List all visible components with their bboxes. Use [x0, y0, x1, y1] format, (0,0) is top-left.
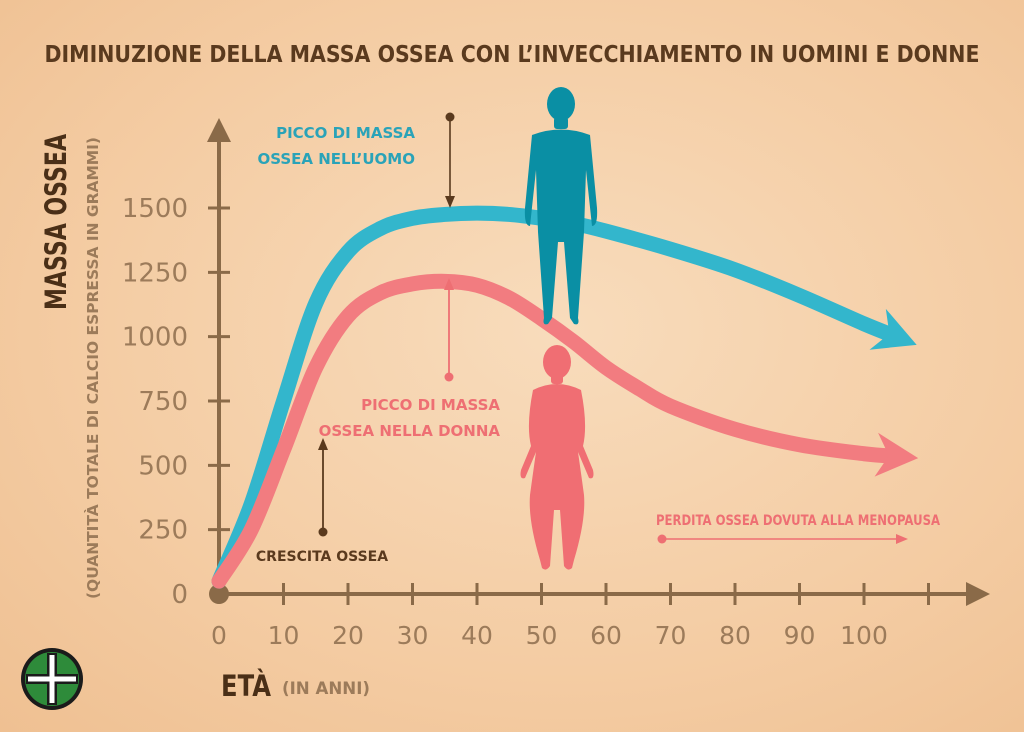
series-layer [211, 205, 919, 589]
chart-title: DIMINUZIONE DELLA MASSA OSSEA CON L’INVE… [45, 42, 980, 68]
x-tick-label-0: 0 [211, 621, 227, 650]
male-peak-label-line1: PICCO DI MASSA [276, 124, 415, 142]
x-axis-arrowhead [966, 582, 990, 606]
x-axis-label: ETÀ [221, 669, 271, 703]
y-tick-label-1250: 1250 [122, 258, 188, 288]
x-tick-label-100: 100 [840, 621, 888, 650]
x-tick-label-40: 40 [461, 621, 493, 650]
male-peak-label-line2: OSSEA NELL’UOMO [257, 150, 415, 168]
series-line-0 [211, 205, 904, 589]
female-silhouette [520, 345, 594, 570]
female-peak-arrow [444, 278, 454, 382]
series-line-1 [211, 273, 904, 589]
x-tick-label-70: 70 [655, 621, 687, 650]
y-axis-label: MASSA OSSEA [39, 134, 73, 310]
y-tick-label-0: 0 [171, 580, 188, 610]
logo-icon [21, 648, 83, 710]
male-silhouette [524, 87, 598, 325]
y-tick-label-750: 750 [138, 387, 188, 417]
x-tick-label-90: 90 [784, 621, 816, 650]
y-axis-arrowhead [207, 118, 231, 142]
origin-dot [209, 584, 229, 604]
x-tick-label-50: 50 [526, 621, 558, 650]
x-tick-label-30: 30 [397, 621, 429, 650]
y-tick-label-250: 250 [138, 516, 188, 546]
menopause-label: PERDITA OSSEA DOVUTA ALLA MENOPAUSA [656, 513, 940, 529]
x-tick-label-10: 10 [268, 621, 300, 650]
series-arrowhead-1 [874, 432, 919, 477]
menopause-arrow [657, 534, 908, 544]
x-tick-label-80: 80 [719, 621, 751, 650]
x-tick-label-20: 20 [332, 621, 364, 650]
y-tick-labels: 0 250 500 750 1000 1250 1500 [122, 194, 188, 610]
male-peak-arrow [445, 112, 455, 208]
x-tick-label-60: 60 [590, 621, 622, 650]
axes [207, 118, 990, 606]
female-peak-label-line1: PICCO DI MASSA [361, 396, 500, 414]
x-tick-labels: 0 10 20 30 40 50 60 70 80 90 100 [211, 621, 888, 650]
x-axis-sublabel: (IN ANNI) [282, 679, 370, 699]
growth-label: CRESCITA OSSEA [256, 549, 388, 565]
y-tick-label-500: 500 [138, 451, 188, 481]
y-axis-sublabel: (QUANTITÀ TOTALE DI CALCIO ESPRESSA IN G… [83, 137, 102, 599]
y-tick-label-1500: 1500 [122, 194, 188, 224]
y-tick-label-1000: 1000 [122, 323, 188, 353]
series-arrowhead-0 [869, 308, 917, 350]
female-peak-label-line2: OSSEA NELLA DONNA [319, 422, 501, 440]
growth-arrow [318, 438, 328, 537]
